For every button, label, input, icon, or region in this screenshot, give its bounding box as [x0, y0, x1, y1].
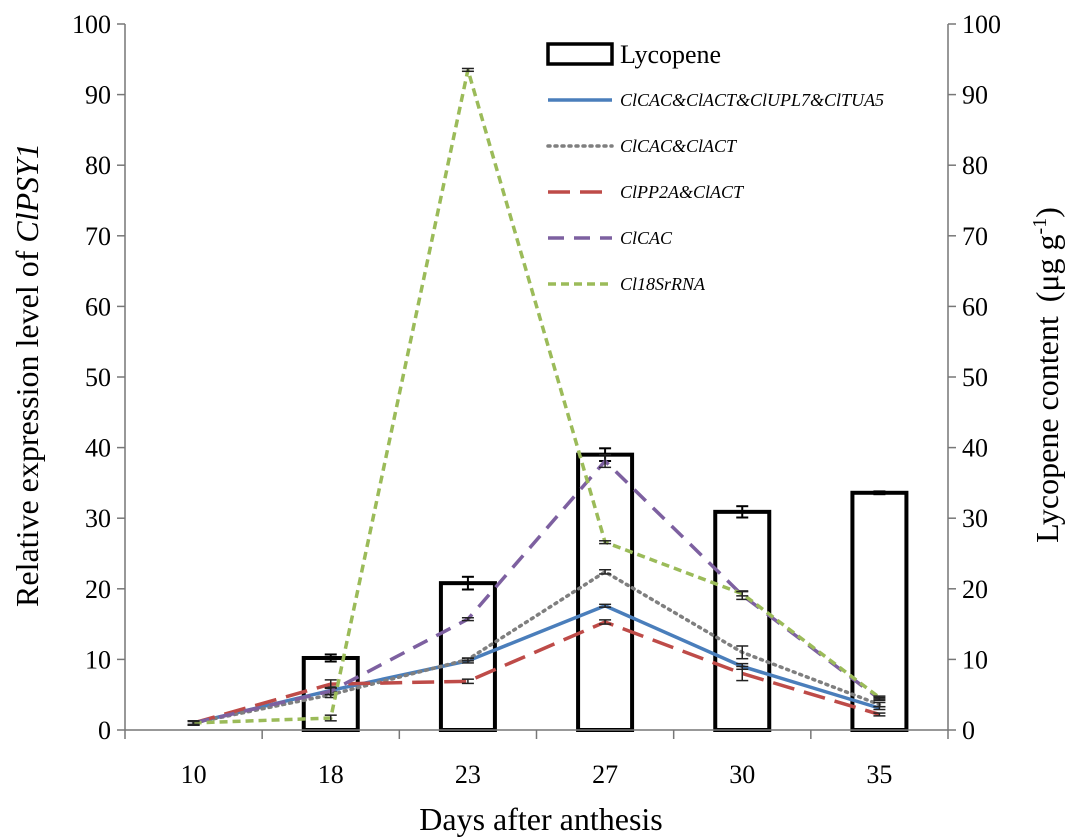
- lycopene-bar: [713, 509, 772, 733]
- x-tick-label: 18: [318, 760, 344, 789]
- legend-label-series-4: Cl18SrRNA: [620, 274, 706, 294]
- left-y-tick-label: 60: [85, 292, 111, 321]
- x-tick-label: 27: [592, 760, 618, 789]
- legend-label-lycopene: Lycopene: [620, 40, 721, 69]
- left-y-tick-label: 90: [85, 81, 111, 110]
- left-y-tick-label: 20: [85, 575, 111, 604]
- left-y-tick-label: 100: [72, 10, 111, 39]
- right-y-tick-label: 40: [962, 434, 988, 463]
- left-y-axis-title: Relative expression level of ClPSY1: [9, 143, 45, 607]
- lycopene-bar: [438, 581, 497, 732]
- left-y-axis-title-prefix: Relative expression level of: [9, 243, 45, 607]
- legend-swatch-lycopene: [546, 42, 614, 66]
- series-line-1: [191, 569, 882, 725]
- x-tick-label: 10: [181, 760, 207, 789]
- x-axis-title: Days after anthesis: [419, 801, 662, 837]
- left-y-tick-label: 70: [85, 222, 111, 251]
- legend-label-series-2: ClPP2A&ClACT: [620, 182, 745, 202]
- right-y-tick-label: 100: [962, 10, 1001, 39]
- x-tick-label: 23: [455, 760, 481, 789]
- right-y-tick-label: 60: [962, 292, 988, 321]
- legend-label-series-1: ClCAC&ClACT: [620, 136, 738, 156]
- left-y-tick-label: 30: [85, 504, 111, 533]
- right-y-tick-label: 50: [962, 363, 988, 392]
- x-tick-label: 30: [729, 760, 755, 789]
- right-y-tick-label: 0: [962, 716, 975, 745]
- right-y-axis-unit-open: (μg g: [1029, 234, 1065, 302]
- right-y-axis-unit-close: ): [1029, 207, 1065, 218]
- series-line-4: [193, 69, 881, 725]
- legend: Lycopene ClCAC&ClACT&ClUPL7&ClTUA5 ClCAC&C…: [546, 40, 884, 294]
- x-tick-label: 35: [866, 760, 892, 789]
- left-y-tick-label: 40: [85, 434, 111, 463]
- left-y-tick-label: 80: [85, 151, 111, 180]
- lycopene-bar: [576, 452, 635, 732]
- right-y-tick-label: 80: [962, 151, 988, 180]
- right-y-tick-label: 70: [962, 222, 988, 251]
- lines-layer: [187, 67, 886, 726]
- right-y-axis-unit-sup: -1: [1029, 218, 1051, 235]
- right-y-tick-label: 20: [962, 575, 988, 604]
- legend-label-series-0: ClCAC&ClACT&ClUPL7&ClTUA5: [620, 90, 884, 110]
- right-y-tick-label: 30: [962, 504, 988, 533]
- right-y-tick-label: 90: [962, 81, 988, 110]
- left-y-axis-title-gene: ClPSY1: [9, 143, 45, 243]
- series-line-2: [193, 620, 880, 725]
- left-y-tick-label: 10: [85, 645, 111, 674]
- lycopene-bar: [850, 490, 909, 732]
- right-y-tick-label: 10: [962, 645, 988, 674]
- right-y-axis-title: Lycopene content (μg g-1): [1029, 207, 1065, 543]
- right-y-axis-title-main: Lycopene content: [1029, 316, 1065, 543]
- left-y-tick-label: 50: [85, 363, 111, 392]
- axes-layer: 0 0 10 10 20 20 30 30 40 40 50 50 60 60 70 70 80 80 90 90 10…: [72, 10, 1001, 789]
- legend-label-series-3: ClCAC: [620, 228, 673, 248]
- bars-layer: [301, 447, 909, 733]
- series-line-3: [193, 458, 881, 725]
- left-y-tick-label: 0: [98, 716, 111, 745]
